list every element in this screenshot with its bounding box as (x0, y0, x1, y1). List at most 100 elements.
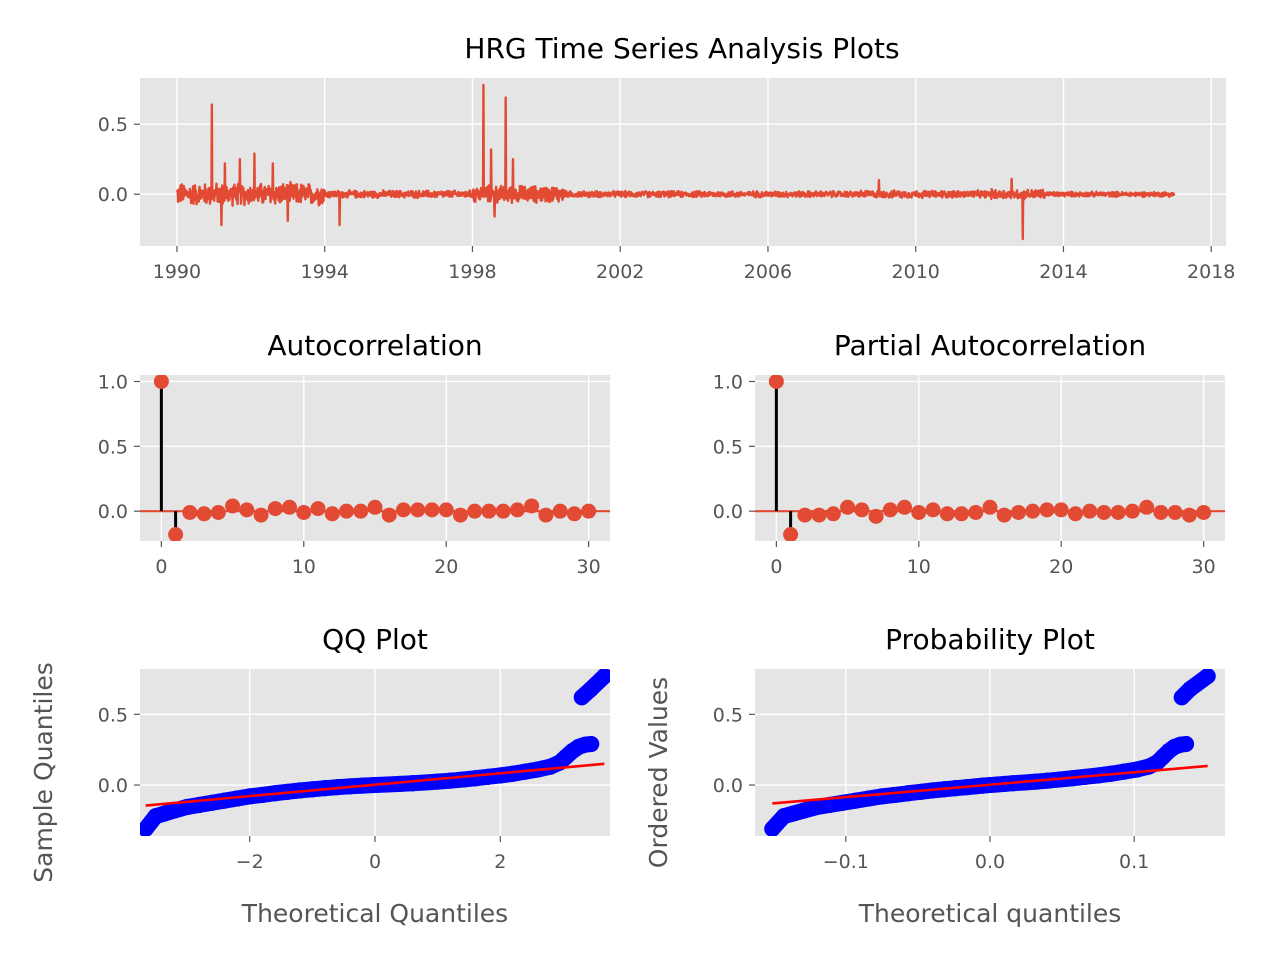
qq-x-tick-label: 0 (369, 851, 381, 873)
acf-point (168, 527, 184, 541)
pacf-point (1167, 504, 1183, 520)
acf-point (153, 375, 169, 389)
pacf-x-tick-label: 10 (907, 556, 931, 578)
pacf-point (1067, 506, 1083, 522)
ts-x-tick-label: 2014 (1039, 261, 1087, 283)
pacf-point (925, 502, 941, 518)
pacf-x-tick-label: 30 (1192, 556, 1216, 578)
figure-title: HRG Time Series Analysis Plots (464, 32, 899, 65)
acf-point (310, 501, 326, 517)
ts-y-tick-label: 0.0 (98, 184, 128, 206)
pacf-point (1010, 504, 1026, 520)
acf-point (481, 503, 497, 519)
acf-point (196, 506, 212, 522)
ts-x-tick-label: 1990 (153, 261, 201, 283)
ts-x-tick-label: 2006 (744, 261, 792, 283)
prob-point (1199, 669, 1216, 685)
prob-point (1178, 736, 1195, 753)
acf-point (267, 501, 283, 517)
acf-marks (140, 375, 610, 541)
pacf-point (1053, 502, 1069, 518)
pacf-point (954, 506, 970, 522)
pacf-x-tick-label: 20 (1049, 556, 1073, 578)
acf-point (367, 499, 383, 515)
pacf-point (1110, 504, 1126, 520)
pacf-point (1039, 502, 1055, 518)
pacf-point (1139, 499, 1155, 515)
pacf-point (1025, 503, 1041, 519)
pacf-title: Partial Autocorrelation (834, 329, 1146, 362)
acf-y-tick-label: 1.0 (98, 371, 128, 393)
qq-x-tick-label: 2 (494, 851, 506, 873)
prob-x-tick-label: 0.0 (975, 851, 1005, 873)
acf-point (210, 504, 226, 520)
prob-marks (764, 669, 1216, 836)
ts-x-tick-label: 2010 (892, 261, 940, 283)
ts-x-tick-label: 1994 (301, 261, 349, 283)
prob-x-tick-label: −0.1 (823, 851, 869, 873)
pacf-point (1153, 504, 1169, 520)
pacf-y-tick-label: 0.0 (713, 501, 743, 523)
acf-y-tick-label: 0.5 (98, 436, 128, 458)
acf-point (253, 507, 269, 523)
qq-point (583, 736, 600, 753)
acf-point (239, 502, 255, 518)
pacf-point (811, 507, 827, 523)
pacf-point (911, 504, 927, 520)
pacf-point (797, 507, 813, 523)
pacf-point (783, 527, 799, 541)
ts-x-tick-label: 2002 (596, 261, 644, 283)
pacf-point (882, 502, 898, 518)
pacf-point (1181, 507, 1197, 523)
qq-marks (140, 669, 610, 836)
acf-point (538, 507, 554, 523)
prob-y-tick-label: 0.0 (713, 775, 743, 797)
acf-point (438, 502, 454, 518)
acf-point (495, 503, 511, 519)
prob-x-tick-label: 0.1 (1119, 851, 1149, 873)
ts-x-tick-label: 1998 (448, 261, 496, 283)
pacf-point (1124, 503, 1140, 519)
ts-axes: 1990 1994 1998 2002 2006 2010 2014 2018 0.0 0.5 (98, 78, 1235, 283)
acf-point (282, 499, 298, 515)
qq-x-tick-label: −2 (236, 851, 264, 873)
pacf-point (854, 502, 870, 518)
qq-x-axis-label: Theoretical Quantiles (241, 899, 508, 928)
acf-point (296, 504, 312, 520)
pacf-point (768, 375, 784, 389)
qq-reference-line (145, 762, 605, 807)
acf-point (381, 507, 397, 523)
acf-point (424, 502, 440, 518)
pacf-x-tick-label: 0 (770, 556, 782, 578)
prob-title: Probability Plot (885, 623, 1095, 656)
acf-point (452, 507, 468, 523)
pacf-point (982, 499, 998, 515)
pacf-point (1082, 503, 1098, 519)
acf-point (552, 503, 568, 519)
acf-point (225, 498, 241, 514)
acf-point (410, 502, 426, 518)
pacf-axes: 0 10 20 30 0.0 0.5 1.0 Partial Autocorrelation (713, 329, 1225, 578)
pacf-marks (755, 375, 1225, 541)
acf-point (395, 502, 411, 518)
acf-point (566, 506, 582, 522)
acf-point (324, 506, 340, 522)
prob-x-axis-label: Theoretical quantiles (858, 899, 1122, 928)
ts-marks (175, 83, 1176, 241)
prob-y-axis-label: Ordered Values (644, 677, 673, 868)
pacf-point (1096, 504, 1112, 520)
acf-point (339, 503, 355, 519)
prob-y-tick-label: 0.5 (713, 704, 743, 726)
acf-point (353, 503, 369, 519)
prob-reference-line (772, 764, 1208, 805)
acf-x-tick-label: 10 (292, 556, 316, 578)
acf-point (524, 498, 540, 514)
ts-x-tick-label: 2018 (1187, 261, 1235, 283)
pacf-point (825, 506, 841, 522)
acf-title: Autocorrelation (267, 329, 482, 362)
qq-y-axis-label: Sample Quantiles (29, 662, 58, 882)
ts-y-tick-label: 0.5 (98, 114, 128, 136)
qq-y-tick-label: 0.0 (98, 775, 128, 797)
pacf-point (996, 507, 1012, 523)
